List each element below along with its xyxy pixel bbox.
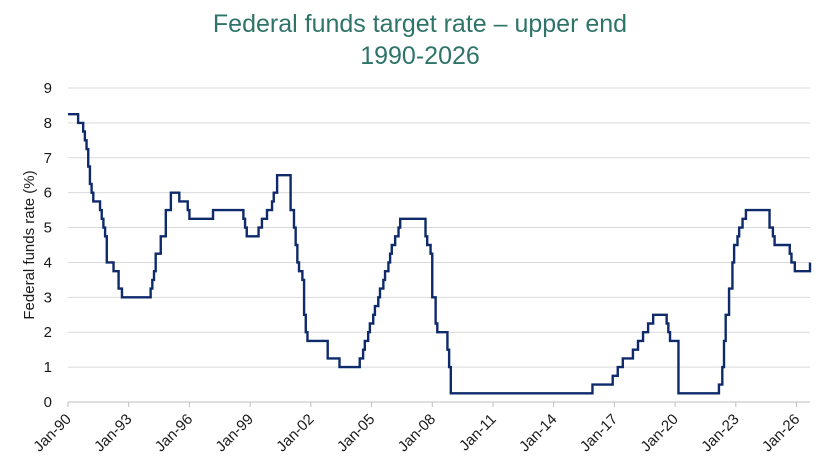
x-tick-label: Jan-17	[577, 411, 621, 455]
x-tick-label: Jan-08	[395, 411, 439, 455]
y-tick-label: 8	[44, 115, 52, 132]
x-tick-label: Jan-23	[698, 411, 742, 455]
y-tick-label: 5	[44, 220, 52, 237]
x-tick-label: Jan-93	[91, 411, 135, 455]
series-layer	[68, 112, 812, 395]
x-tick-label: Jan-90	[30, 411, 74, 455]
y-tick-label: 9	[44, 80, 52, 97]
chart-subtitle: 1990-2026	[360, 42, 480, 70]
gridlines	[68, 87, 810, 368]
axes	[67, 401, 810, 407]
series-line	[68, 112, 812, 395]
x-tick-label: Jan-99	[212, 411, 256, 455]
y-tick-label: 6	[44, 185, 52, 202]
tick-labels: 0 1 2 3 4 5 6 7 8 9 Jan-90 Jan-93 Jan-96 Jan-99 Jan-02…	[30, 80, 803, 455]
chart-title: Federal funds target rate – upper end	[212, 10, 628, 38]
x-tick-label: Jan-05	[334, 411, 378, 455]
y-axis-label: Federal funds rate (%)	[21, 170, 38, 319]
y-tick-label: 0	[44, 394, 52, 411]
x-tick-label: Jan-14	[516, 411, 560, 455]
y-tick-label: 2	[44, 324, 52, 341]
x-tick-label: Jan-26	[759, 411, 803, 455]
x-tick-label: Jan-02	[273, 411, 317, 455]
y-tick-label: 7	[44, 150, 52, 167]
y-tick-label: 4	[44, 254, 52, 271]
y-tick-label: 1	[44, 359, 52, 376]
x-tick-label: Jan-11	[456, 411, 500, 455]
x-tick-label: Jan-96	[152, 411, 196, 455]
x-tick-label: Jan-20	[637, 411, 681, 455]
y-tick-label: 3	[44, 289, 52, 306]
